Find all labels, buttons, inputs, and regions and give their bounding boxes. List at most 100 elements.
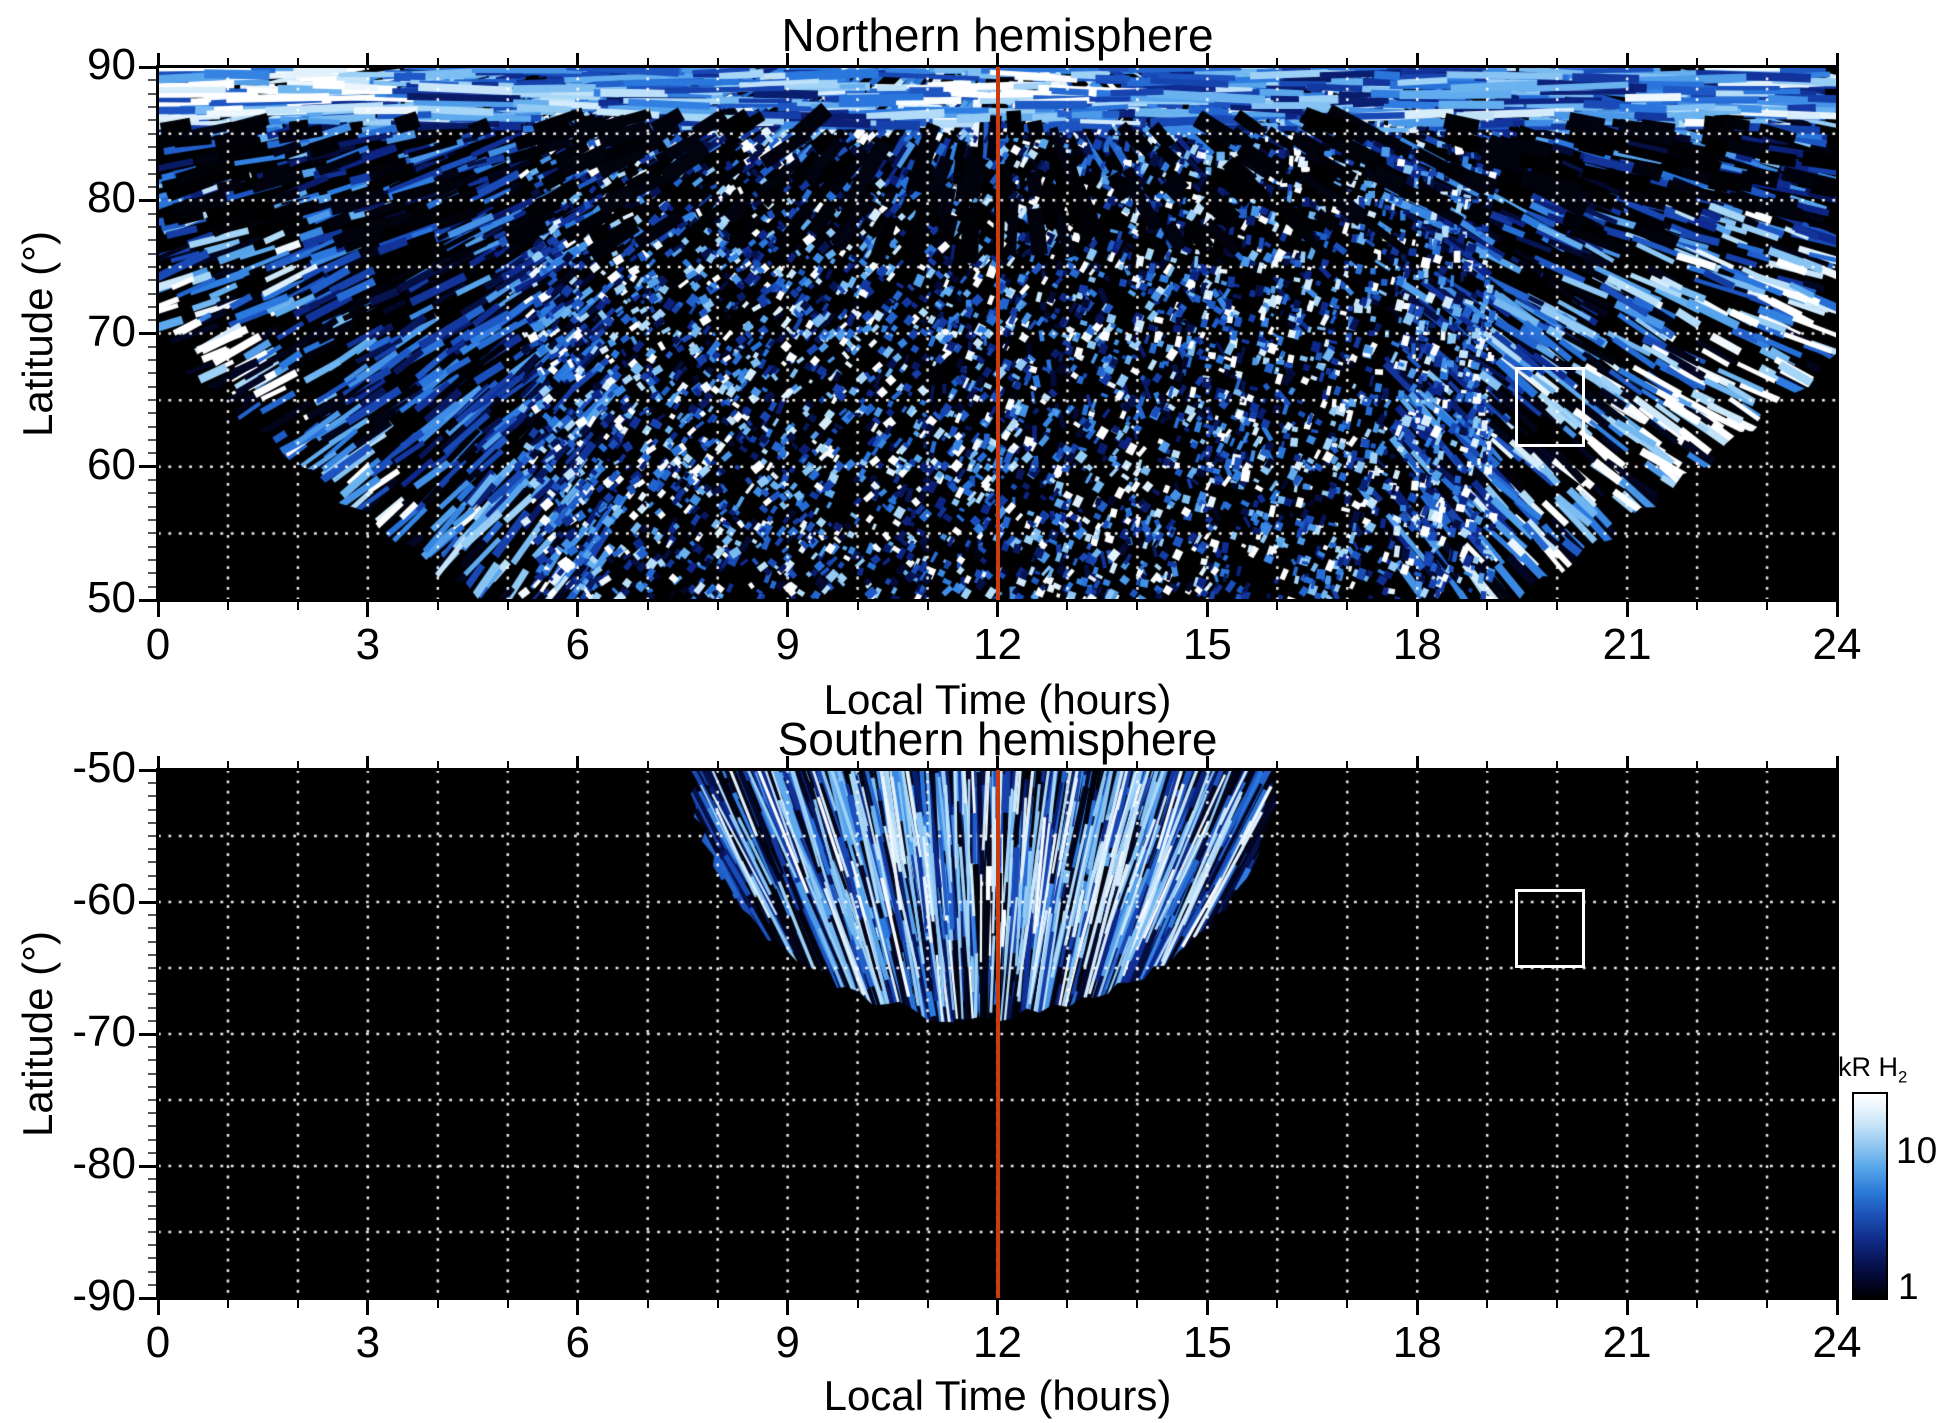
north-y-tick: [148, 492, 156, 495]
south-x-tick-label: 0: [145, 1318, 171, 1367]
south-x-tick: [226, 1300, 229, 1308]
north-x-tick-label: 3: [355, 620, 381, 669]
south-x-tick: [856, 1300, 859, 1308]
north-x-tick-top: [1556, 58, 1559, 65]
north-x-tick-top: [786, 53, 790, 65]
north-y-tick: [148, 159, 156, 162]
north-y-tick-label: 70: [87, 306, 136, 356]
south-x-tick: [926, 1300, 929, 1308]
south-x-tick-top: [156, 756, 160, 768]
north-x-tick-top: [1276, 58, 1279, 65]
south-x-tick-top: [1696, 761, 1699, 768]
south-x-tick: [1066, 1300, 1069, 1308]
south-y-tick: [148, 993, 156, 996]
north-y-tick: [148, 172, 156, 175]
north-x-tick-top: [296, 58, 299, 65]
south-y-tick: [148, 1046, 156, 1049]
north-x-tick-top: [1766, 58, 1769, 65]
north-x-tick: [996, 602, 999, 617]
north-y-tick: [148, 439, 156, 442]
north-x-tick: [1205, 602, 1209, 617]
south-y-tick-label: -80: [72, 1139, 136, 1188]
north-y-tick: [148, 345, 156, 348]
south-x-tick-top: [1066, 761, 1069, 768]
south-x-tick-top: [226, 761, 229, 768]
south-y-tick: [139, 1164, 156, 1168]
north-y-tick: [148, 119, 156, 122]
south-x-tick: [296, 1300, 299, 1308]
north-x-tick: [1556, 602, 1559, 610]
south-x-tick-top: [1136, 761, 1139, 768]
south-y-tick: [148, 967, 156, 969]
north-x-tick-top: [1205, 53, 1209, 65]
south-x-tick: [1766, 1300, 1769, 1308]
north-x-tick: [926, 602, 929, 610]
south-y-tick: [148, 861, 156, 864]
north-y-tick: [148, 359, 156, 362]
south-x-tick-label: 3: [355, 1318, 381, 1367]
north-x-tick-top: [506, 58, 509, 65]
north-y-tick: [139, 65, 156, 69]
south-y-tick: [148, 1283, 156, 1286]
south-y-tick: [148, 1019, 156, 1022]
south-y-tick-label: -50: [72, 743, 136, 792]
south-x-tick-top: [646, 761, 649, 768]
north-y-tick: [148, 225, 156, 228]
north-x-tick: [226, 602, 229, 610]
south-x-tick-top: [716, 761, 719, 768]
north-x-tick-top: [856, 58, 859, 65]
south-x-tick-label: 6: [565, 1318, 590, 1367]
south-x-tick-top: [296, 761, 299, 768]
north-x-tick-top: [646, 58, 649, 65]
north-x-tick: [156, 602, 160, 617]
north-y-tick: [148, 305, 156, 308]
north-x-tick: [1835, 602, 1839, 617]
south-y-tick: [148, 1257, 156, 1260]
south-y-tick-label: -70: [72, 1007, 136, 1056]
north-x-tick: [1486, 602, 1489, 610]
south-y-tick: [148, 953, 156, 956]
south-x-tick: [1486, 1300, 1489, 1308]
north-y-tick: [139, 332, 156, 335]
north-x-tick: [366, 602, 370, 617]
north-y-tick: [148, 572, 156, 575]
south-x-tick: [366, 1300, 370, 1315]
north-x-axis-label: Local Time (hours): [823, 676, 1172, 723]
south-y-tick: [148, 782, 156, 785]
north-x-tick-label: 15: [1182, 620, 1232, 669]
north-y-tick: [148, 412, 156, 415]
south-x-tick-top: [366, 756, 370, 768]
north-x-tick: [716, 602, 719, 610]
north-noon-meridian-line: [995, 67, 1000, 600]
north-x-tick: [1276, 602, 1279, 610]
north-y-tick: [148, 319, 156, 322]
south-noon-meridian-line: [995, 770, 1000, 1298]
south-x-tick: [1415, 1300, 1419, 1315]
south-y-tick: [148, 1112, 156, 1115]
south-y-tick: [148, 821, 156, 824]
north-x-tick-top: [1835, 53, 1839, 65]
north-y-tick-label: 60: [87, 439, 136, 489]
south-y-tick: [148, 1059, 156, 1062]
south-y-tick: [148, 835, 156, 837]
south-x-tick: [646, 1300, 649, 1308]
north-x-tick: [786, 602, 790, 617]
south-x-tick-top: [1205, 756, 1209, 768]
north-x-tick: [1066, 602, 1069, 610]
north-y-tick: [148, 479, 156, 482]
south-y-tick: [148, 980, 156, 983]
north-y-tick: [148, 145, 156, 148]
south-y-tick: [148, 1178, 156, 1181]
south-x-tick-top: [926, 761, 929, 768]
south-y-tick: [148, 1244, 156, 1247]
north-y-tick: [148, 532, 156, 535]
north-x-tick: [1766, 602, 1769, 610]
north-y-tick: [139, 598, 156, 602]
south-y-tick: [139, 1296, 156, 1300]
north-x-tick-top: [1696, 58, 1699, 65]
south-y-tick: [148, 1138, 156, 1141]
south-x-tick-top: [1415, 756, 1419, 768]
north-x-tick-top: [366, 53, 370, 65]
north-y-tick: [148, 452, 156, 455]
